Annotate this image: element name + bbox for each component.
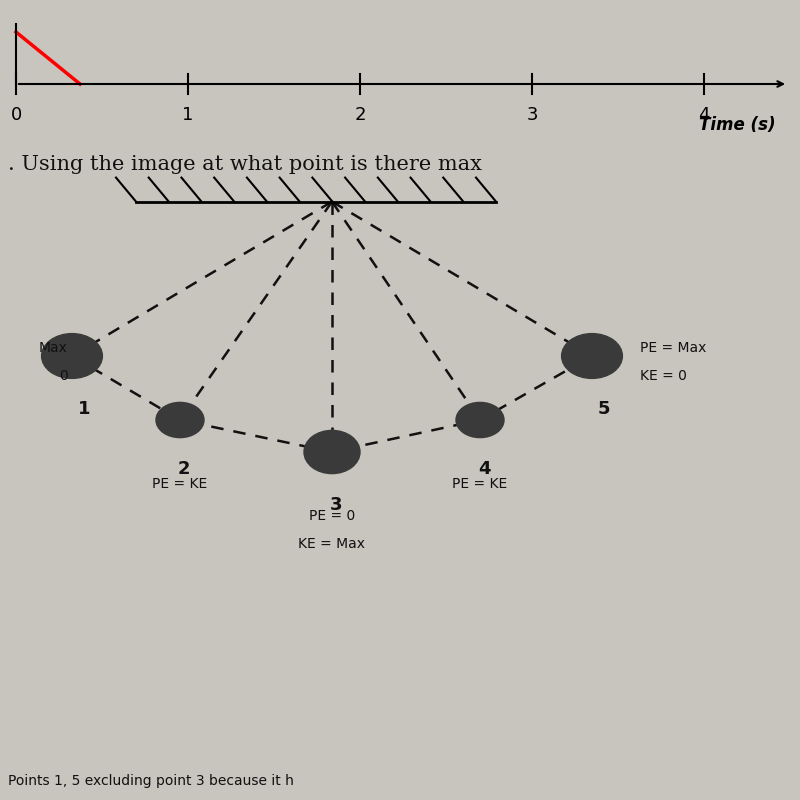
Text: Points 1, 5 excluding point 3 because it h: Points 1, 5 excluding point 3 because it…	[8, 774, 294, 788]
Text: 0: 0	[59, 369, 68, 383]
Ellipse shape	[156, 402, 204, 438]
Text: 2: 2	[178, 460, 190, 478]
Text: PE = Max: PE = Max	[640, 341, 706, 355]
Text: KE = Max: KE = Max	[298, 537, 366, 551]
Text: Time (s): Time (s)	[699, 116, 776, 134]
Ellipse shape	[304, 430, 360, 474]
Text: 0: 0	[10, 106, 22, 124]
Text: PE = KE: PE = KE	[152, 477, 208, 491]
Ellipse shape	[456, 402, 504, 438]
Text: PE = KE: PE = KE	[452, 477, 508, 491]
Text: 2: 2	[354, 106, 366, 124]
Text: 1: 1	[182, 106, 194, 124]
Text: 3: 3	[526, 106, 538, 124]
Ellipse shape	[42, 334, 102, 378]
Text: . Using the image at what point is there max: . Using the image at what point is there…	[8, 154, 482, 174]
Text: Max: Max	[39, 341, 68, 355]
Text: 4: 4	[478, 460, 490, 478]
Text: 4: 4	[698, 106, 710, 124]
Ellipse shape	[562, 334, 622, 378]
Text: KE = 0: KE = 0	[640, 369, 687, 383]
Text: PE = 0: PE = 0	[309, 509, 355, 523]
Text: 1: 1	[78, 400, 90, 418]
Text: 3: 3	[330, 496, 342, 514]
Text: 5: 5	[598, 400, 610, 418]
